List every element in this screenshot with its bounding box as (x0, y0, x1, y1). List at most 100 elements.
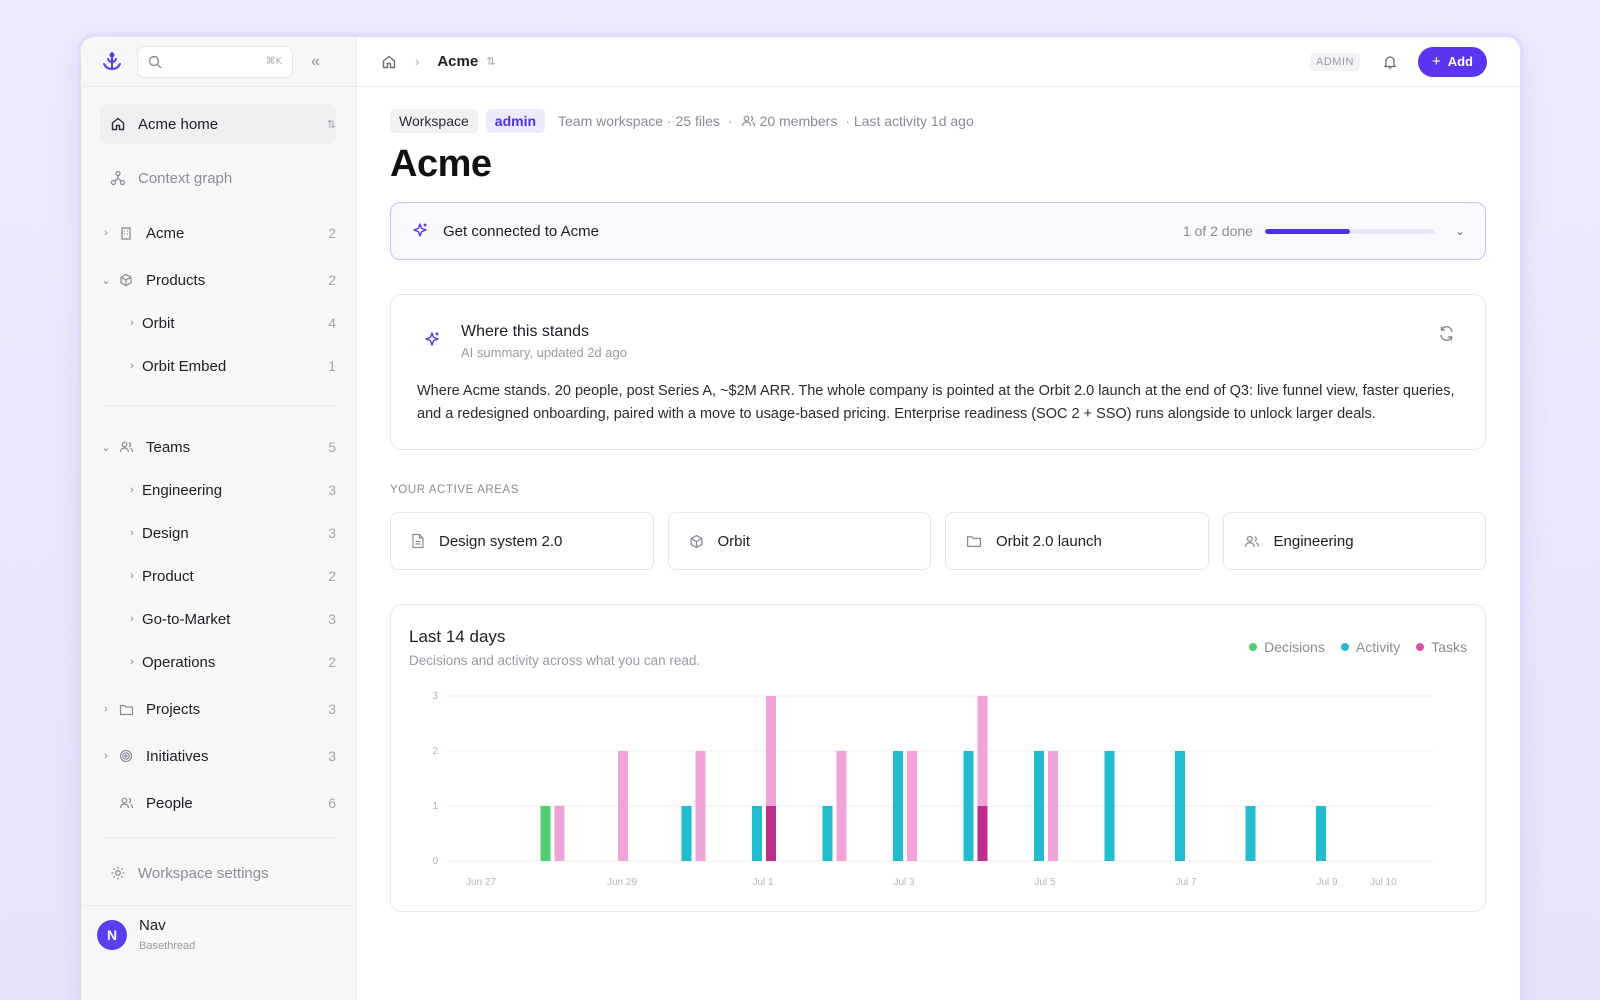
people-icon (1244, 534, 1260, 549)
legend-label: Activity (1355, 639, 1401, 655)
sidebar-item-home[interactable]: Acme home ⇅ (100, 104, 336, 144)
area-label: Design system 2.0 (439, 532, 563, 550)
refresh-icon[interactable] (1438, 325, 1455, 347)
sidebar-divider (101, 837, 336, 838)
switch-icon[interactable]: ⇅ (486, 56, 496, 68)
bell-icon[interactable] (1382, 54, 1398, 70)
folder-icon (966, 534, 982, 548)
summary-text: 20 people, post Series A, ~$2M ARR. The … (417, 383, 1455, 422)
progress-fill (1264, 228, 1350, 234)
collapse-sidebar-icon[interactable]: « (311, 52, 320, 70)
avatar: N (97, 919, 127, 950)
legend-dot (1249, 643, 1258, 651)
chevron-right-icon[interactable]: › (130, 317, 134, 329)
sidebar-item-engineering[interactable]: › Engineering 3 (100, 470, 336, 510)
sidebar-item-initiatives[interactable]: › Initiatives 3 (100, 736, 336, 776)
item-count: 3 (328, 748, 336, 764)
bar-activity (963, 751, 974, 861)
sidebar-item-label: Initiatives (146, 747, 209, 765)
sidebar-item-label: Product (142, 567, 194, 585)
sidebar-item-label: People (146, 794, 193, 812)
x-tick-label: Jul 1 (752, 877, 774, 888)
sidebar-item-teams[interactable]: ⌄ Teams 5 (100, 427, 336, 467)
item-count: 6 (328, 795, 336, 811)
bar-tasks (766, 696, 776, 861)
onboarding-banner[interactable]: Get connected to Acme 1 of 2 done ⌄ (390, 202, 1486, 260)
chevron-right-icon[interactable]: › (130, 570, 134, 582)
home-icon[interactable] (381, 54, 397, 70)
main-content: › Acme ⇅ ADMIN + Add Workspace admin Tea… (357, 37, 1520, 1000)
bar-tasks (695, 751, 706, 861)
legend-item-tasks[interactable]: Tasks (1416, 639, 1467, 655)
bar-tasks (554, 806, 565, 861)
chevron-right-icon[interactable]: › (104, 227, 108, 239)
chevron-right-icon[interactable]: › (130, 484, 134, 496)
sidebar-item-products[interactable]: ⌄ Products 2 (100, 260, 336, 300)
sidebar-item-operations[interactable]: › Operations 2 (100, 642, 336, 682)
area-card[interactable]: Orbit (667, 512, 931, 570)
chart-title: Last 14 days (409, 627, 506, 646)
area-card[interactable]: Engineering (1222, 512, 1486, 570)
item-count: 2 (328, 225, 336, 241)
x-tick-label: Jul 9 (1316, 877, 1338, 888)
chevron-right-icon[interactable]: › (130, 360, 134, 372)
chevron-down-icon[interactable]: ⌄ (101, 274, 111, 287)
chevron-right-icon[interactable]: › (130, 613, 134, 625)
legend-item-activity[interactable]: Activity (1340, 639, 1401, 655)
home-icon (108, 116, 128, 132)
user-name: Nav (139, 917, 166, 934)
sidebar-item-label: Products (146, 271, 206, 289)
legend-item-decisions[interactable]: Decisions (1249, 639, 1325, 655)
sidebar-item-workspace-settings[interactable]: Workspace settings (100, 853, 336, 893)
item-count: 3 (328, 525, 336, 541)
chart-subtitle: Decisions and activity across what you c… (409, 653, 701, 668)
user-profile[interactable]: N Nav Basethread (97, 917, 195, 952)
chevron-right-icon[interactable]: › (130, 656, 134, 668)
chevron-down-icon[interactable]: ⌄ (101, 441, 111, 454)
sparkle-icon (423, 331, 441, 354)
sidebar-item-projects[interactable]: › Projects 3 (100, 689, 336, 729)
bar-tasks (618, 751, 628, 861)
summary-title: Where this stands (461, 323, 590, 340)
area-label: Engineering (1273, 532, 1354, 550)
sidebar-item-orbit[interactable]: › Orbit 4 (100, 303, 336, 343)
breadcrumb-current[interactable]: Acme (437, 53, 479, 70)
sidebar-item-people[interactable]: People 6 (100, 783, 336, 823)
sidebar-item-label: Design (142, 524, 189, 542)
chevron-down-icon[interactable]: ⌄ (1454, 224, 1465, 238)
onboarding-progress-text: 1 of 2 done (1182, 223, 1253, 239)
legend-label: Tasks (1431, 639, 1467, 655)
sidebar-divider (101, 405, 336, 406)
summary-body: Where Acme stands. 20 people, post Serie… (417, 380, 1459, 425)
sidebar-item-product[interactable]: › Product 2 (100, 556, 336, 596)
sidebar-item-acme[interactable]: › Acme 2 (100, 213, 336, 253)
bar-tasks (977, 696, 988, 861)
people-icon (116, 796, 136, 810)
activity-chart-card: Last 14 days Decisions and activity acro… (390, 604, 1486, 912)
add-button[interactable]: + Add (1417, 46, 1487, 77)
sidebar-item-design[interactable]: › Design 3 (100, 513, 336, 553)
area-card[interactable]: Orbit 2.0 launch (945, 512, 1209, 570)
sidebar-item-context-graph[interactable]: Context graph (100, 158, 336, 198)
x-tick-label: Jun 27 (466, 877, 496, 888)
graph-icon (108, 170, 128, 186)
item-count: 5 (328, 439, 336, 455)
target-icon (116, 749, 136, 763)
chevron-right-icon[interactable]: › (130, 527, 134, 539)
active-areas: Design system 2.0 Orbit Orbit 2.0 launch… (390, 512, 1486, 570)
search-input[interactable]: ⌘K (137, 45, 293, 78)
sidebar-item-go-to-market[interactable]: › Go-to-Market 3 (100, 599, 336, 639)
breadcrumb: › Acme ⇅ (381, 53, 495, 70)
switch-workspace-icon[interactable]: ⇅ (326, 118, 336, 131)
legend-label: Decisions (1264, 639, 1325, 655)
area-card[interactable]: Design system 2.0 (390, 512, 654, 570)
chevron-right-icon[interactable]: › (104, 750, 108, 762)
user-org: Basethread (139, 940, 196, 952)
sidebar-item-orbit-embed[interactable]: › Orbit Embed 1 (100, 346, 336, 386)
chevron-right-icon[interactable]: › (104, 703, 108, 715)
role-chip: admin (485, 109, 546, 133)
bar-activity (1245, 806, 1256, 861)
y-tick-label: 3 (432, 691, 438, 702)
y-tick-label: 0 (432, 856, 438, 867)
app-logo-icon[interactable] (99, 49, 125, 75)
